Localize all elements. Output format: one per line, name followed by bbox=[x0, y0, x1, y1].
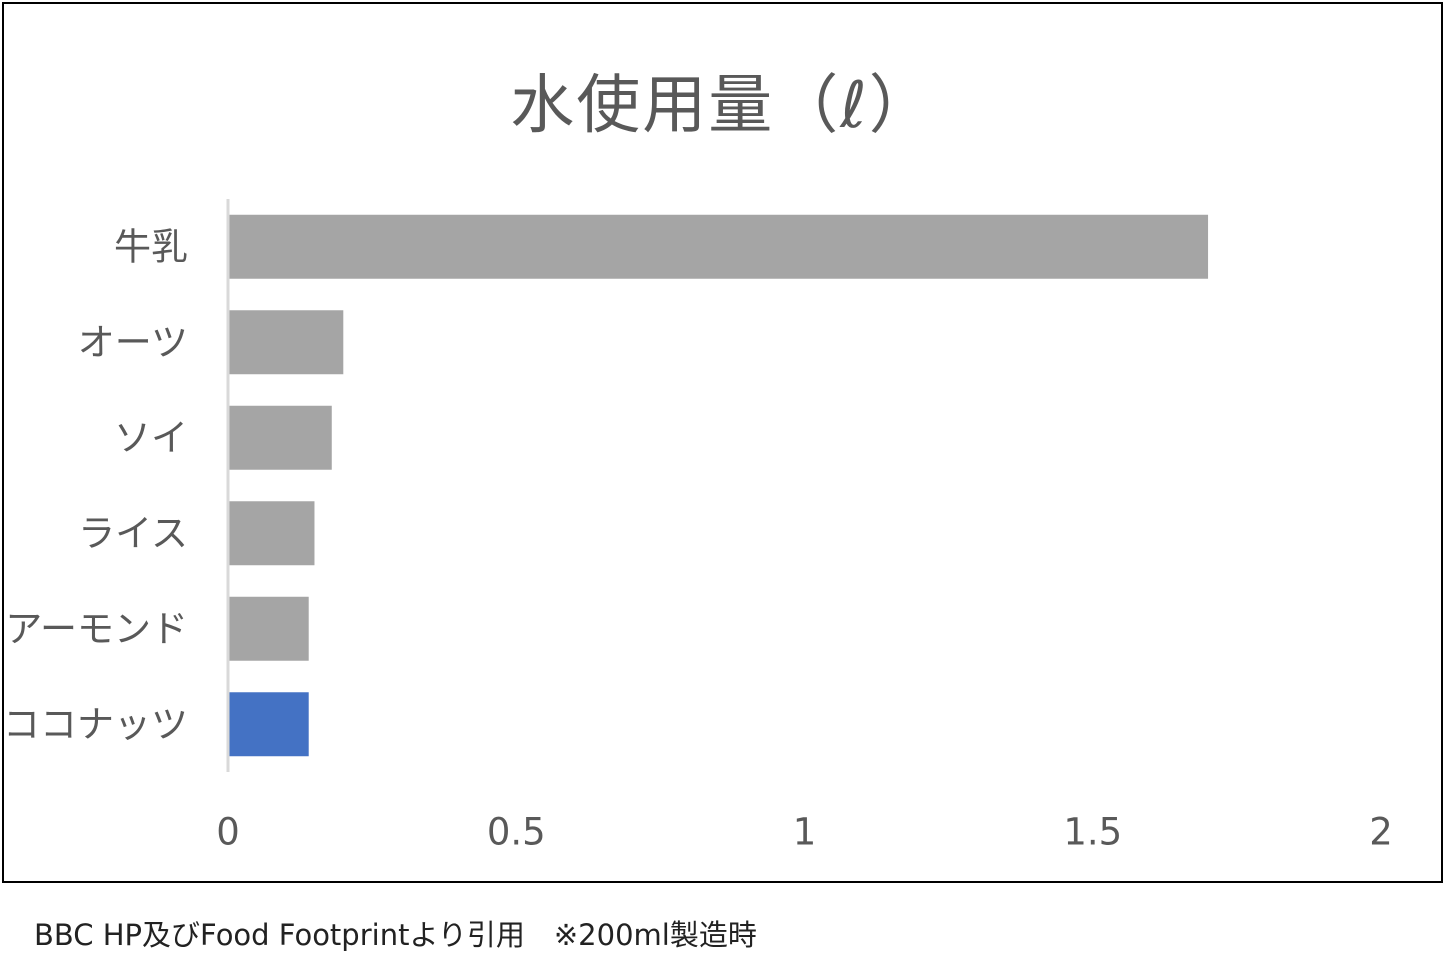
x-tick-label-2: 1 bbox=[793, 811, 817, 854]
category-label-1: オーツ bbox=[78, 321, 188, 364]
category-label-4: アーモンド bbox=[5, 607, 188, 650]
bar-3 bbox=[228, 501, 315, 566]
chart-frame: 水使用量（ℓ） 牛乳オーツソイライスアーモンドココナッツ 0 0.5 1 1.5 2 bbox=[2, 2, 1443, 883]
x-tick-label-1: 0.5 bbox=[487, 811, 546, 854]
bar-5 bbox=[228, 692, 309, 757]
category-label-5: ココナッツ bbox=[4, 703, 188, 746]
bar-0 bbox=[228, 214, 1209, 279]
category-label-2: ソイ bbox=[114, 416, 188, 459]
category-label-3: ライス bbox=[78, 512, 188, 555]
bars-layer bbox=[228, 214, 1209, 757]
bar-1 bbox=[228, 310, 344, 375]
x-tick-label-0: 0 bbox=[216, 811, 240, 854]
chart-title: 水使用量（ℓ） bbox=[510, 69, 935, 143]
bar-2 bbox=[228, 405, 332, 470]
bar-4 bbox=[228, 596, 309, 661]
x-tick-label-4: 2 bbox=[1369, 811, 1393, 854]
category-label-0: 牛乳 bbox=[114, 225, 188, 268]
x-tick-label-3: 1.5 bbox=[1063, 811, 1122, 854]
source-note: BBC HP及びFood Footprintより引用 ※200ml製造時 bbox=[34, 918, 757, 952]
